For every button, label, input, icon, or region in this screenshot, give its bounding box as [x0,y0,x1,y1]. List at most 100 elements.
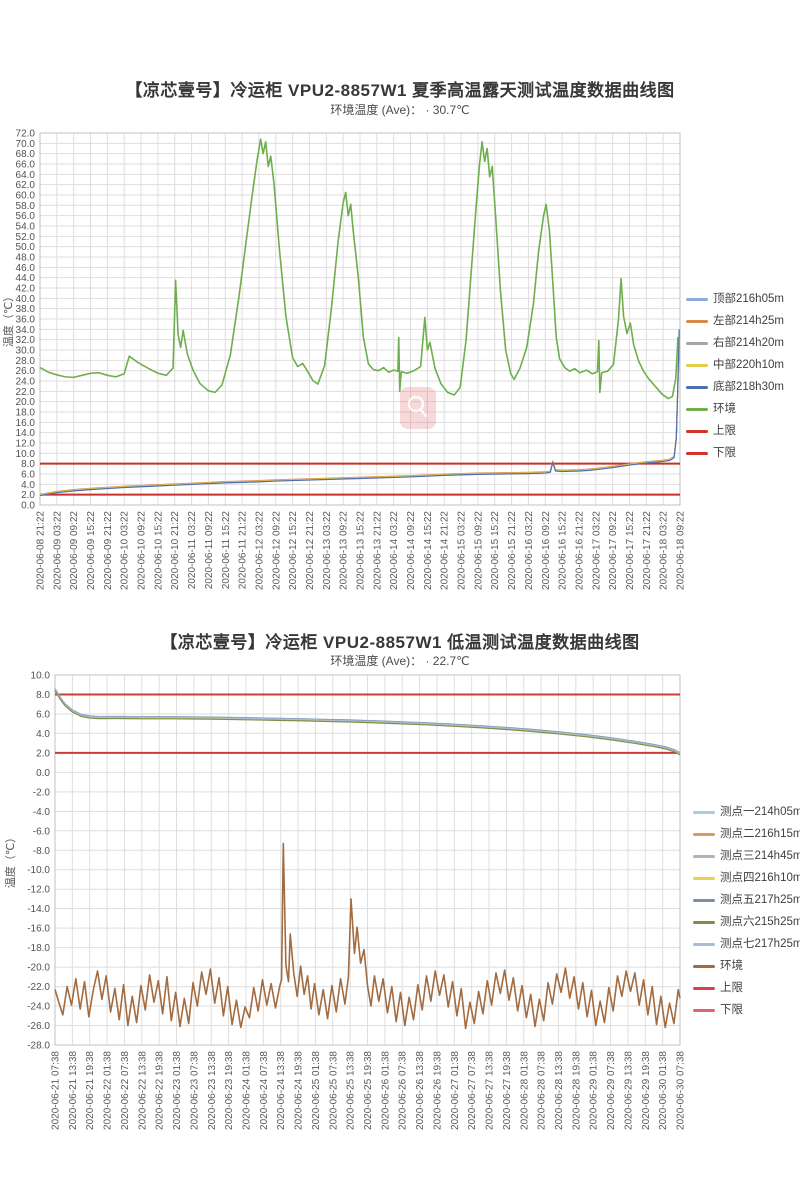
x-tick-label: 2020-06-15 15:22 [490,511,501,590]
ambient-series-line [54,842,681,1030]
y-tick-label: 6.0 [21,470,35,481]
x-tick-label: 2020-06-24 13:38 [276,1051,287,1130]
y-tick-label: -28.0 [27,1041,50,1052]
search-icon[interactable] [400,387,436,429]
x-tick-label: 2020-06-30 07:38 [676,1051,687,1130]
x-tick-label: 2020-06-22 19:38 [155,1051,166,1130]
legend-label: 测点四216h10m [720,872,800,884]
legend-label: 底部218h30m [713,381,784,393]
x-tick-label: 2020-06-21 19:38 [85,1051,96,1130]
x-tick-label: 2020-06-28 19:38 [571,1051,582,1130]
legend-label: 测点七217h25m [720,938,800,950]
y-tick-label: 36.0 [16,315,36,326]
legend-label: 环境 [713,403,736,415]
x-tick-label: 2020-06-28 01:38 [519,1051,530,1130]
plot-border [54,674,681,1046]
y-tick-label: 40.0 [16,294,36,305]
x-tick-label: 2020-06-10 21:22 [170,511,181,590]
plot-border [39,132,681,506]
legend-item: 环境 [686,403,784,416]
x-tick-label: 2020-06-29 19:38 [641,1051,652,1130]
y-tick-label: 2.0 [21,490,35,501]
sensor-series-line [39,329,680,497]
x-tick-label: 2020-06-24 19:38 [294,1051,305,1130]
legend-item: 测点三214h45m [693,850,800,863]
y-tick-label: 34.0 [16,325,36,336]
x-tick-label: 2020-06-16 15:22 [558,511,569,590]
y-tick-label: 62.0 [16,180,36,191]
x-tick-label: 2020-06-12 09:22 [271,511,282,590]
y-tick-label: 56.0 [16,211,36,222]
x-tick-label: 2020-06-30 01:38 [658,1051,669,1130]
legend-item: 底部218h30m [686,381,784,394]
legend-item: 测点二216h15m [693,828,800,841]
ambient-series-line [39,138,679,400]
y-tick-label: 42.0 [16,284,36,295]
x-tick-label: 2020-06-21 13:38 [68,1051,79,1130]
y-tick-label: 8.0 [36,690,50,701]
legend-label: 下限 [720,1004,743,1016]
legend-item: 中部220h10m [686,359,784,372]
legend-label: 下限 [713,447,736,459]
legend-item: 测点五217h25m [693,894,800,907]
y-tick-label: -6.0 [33,826,51,837]
x-tick-label: 2020-06-13 15:22 [356,511,367,590]
legend-label: 右部214h20m [713,337,784,349]
x-tick-label: 2020-06-18 03:22 [659,511,670,590]
x-tick-label: 2020-06-27 07:38 [467,1051,478,1130]
legend-swatch [686,320,708,323]
x-tick-label: 2020-06-17 03:22 [591,511,602,590]
legend-label: 环境 [720,960,743,972]
legend-label: 测点二216h15m [720,828,800,840]
x-tick-label: 2020-06-10 15:22 [153,511,164,590]
legend-item: 下限 [693,1004,800,1017]
y-tick-label: 2.0 [36,748,50,759]
x-tick-label: 2020-06-27 01:38 [450,1051,461,1130]
x-tick-label: 2020-06-27 19:38 [502,1051,513,1130]
y-tick-label: 20.0 [16,397,36,408]
y-tick-label: -16.0 [27,924,50,935]
y-tick-label: -12.0 [27,885,50,896]
x-tick-label: 2020-06-16 09:22 [541,511,552,590]
legend-swatch [693,877,715,880]
y-tick-label: 64.0 [16,170,36,181]
legend-item: 上限 [686,425,784,438]
x-tick-label: 2020-06-23 13:38 [207,1051,218,1130]
x-tick-label: 2020-06-14 03:22 [389,511,400,590]
y-tick-label: -22.0 [27,982,50,993]
y-tick-label: 50.0 [16,242,36,253]
legend-swatch [693,921,715,924]
x-tick-label: 2020-06-17 09:22 [608,511,619,590]
x-tick-label: 2020-06-26 01:38 [380,1051,391,1130]
y-tick-label: 24.0 [16,377,36,388]
x-tick-label: 2020-06-25 01:38 [311,1051,322,1130]
y-tick-label: 16.0 [16,418,36,429]
x-tick-label: 2020-06-25 13:38 [346,1051,357,1130]
legend-swatch [686,364,708,367]
y-tick-label: 12.0 [16,439,36,450]
legend-label: 上限 [713,425,736,437]
x-tick-label: 2020-06-18 09:22 [676,511,687,590]
y-tick-label: 58.0 [16,201,36,212]
y-tick-label: 46.0 [16,263,36,274]
magnifier-glyph [407,395,428,418]
x-tick-label: 2020-06-24 07:38 [259,1051,270,1130]
x-tick-label: 2020-06-09 03:22 [52,511,63,590]
chart2-legend: 测点一214h05m 测点二216h15m 测点三214h45m 测点四216h10m… [693,806,800,1017]
y-axis-title: 温度（℃） [3,832,17,888]
x-tick-label: 2020-06-28 07:38 [537,1051,548,1130]
chart1-legend: 顶部216h05m 左部214h25m 右部214h20m 中部220h10m 底部21… [686,293,784,460]
legend-item: 测点一214h05m [693,806,800,819]
y-tick-label: -8.0 [33,846,51,857]
legend-item: 上限 [693,982,800,995]
x-tick-label: 2020-06-14 09:22 [406,511,417,590]
y-tick-label: 4.0 [36,729,50,740]
x-tick-label: 2020-06-08 21:22 [36,511,47,590]
y-tick-label: 44.0 [16,273,36,284]
x-tick-label: 2020-06-17 15:22 [625,511,636,590]
legend-swatch [693,987,715,990]
x-tick-label: 2020-06-13 03:22 [322,511,333,590]
x-tick-label: 2020-06-09 21:22 [103,511,114,590]
legend-item: 测点六215h25m [693,916,800,929]
y-tick-label: -2.0 [33,787,51,798]
